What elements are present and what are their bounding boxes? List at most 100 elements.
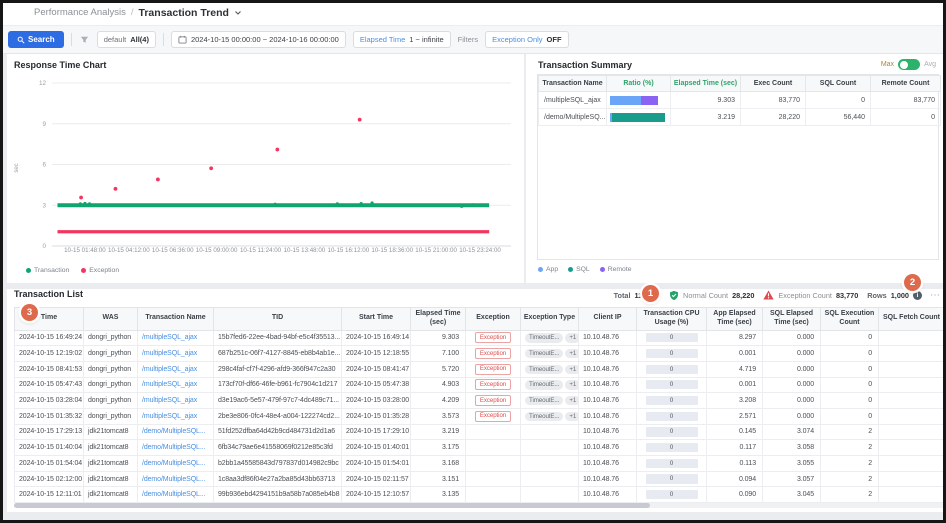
exception-only-toggle[interactable]: Exception Only OFF: [485, 31, 568, 48]
cell-elapsed: 3.175: [411, 440, 466, 456]
exception-type-pill[interactable]: TimeoutE...: [525, 333, 563, 342]
transaction-row[interactable]: 2024-10-15 01:35:32dongri_python/multipl…: [15, 408, 945, 424]
cell-time: 2024-10-15 12:19:02: [15, 346, 84, 362]
response-time-chart[interactable]: 129630sec10-15 01:48:0010-15 04:12:0010-…: [6, 68, 522, 280]
exception-type-pill[interactable]: +1: [565, 396, 578, 405]
chart-legend: Transaction Exception: [26, 267, 119, 274]
y-tick-label: 6: [42, 162, 46, 169]
x-tick-label: 10-15 06:36:00: [152, 247, 194, 254]
chevron-down-icon[interactable]: [234, 9, 242, 17]
toggle-max-label[interactable]: Max: [881, 61, 894, 68]
filter-toolbar: Search default All(4) 2024-10-15 00:00:0…: [0, 26, 946, 54]
transaction-name-link[interactable]: /multipleSQL_ajax: [142, 397, 197, 404]
cell-exception: Exception: [466, 393, 521, 409]
summary-column-header[interactable]: Remote Count: [871, 76, 941, 92]
cpu-usage-bar: 0: [646, 349, 698, 358]
exception-type-pill[interactable]: TimeoutE...: [525, 412, 563, 421]
transaction-name-link[interactable]: /demo/MultipleSQL...: [142, 444, 205, 451]
list-column-header[interactable]: Start Time: [342, 308, 411, 331]
exception-type-pill[interactable]: TimeoutE...: [525, 365, 563, 374]
summary-column-header[interactable]: Ratio (%): [607, 76, 671, 92]
breadcrumb-section[interactable]: Performance Analysis: [34, 7, 126, 18]
exception-type-pill[interactable]: +1: [565, 349, 578, 358]
exception-type-pill[interactable]: +1: [565, 333, 578, 342]
summary-panel-title: Transaction Summary: [538, 60, 632, 70]
transaction-row[interactable]: 2024-10-15 16:49:24dongri_python/multipl…: [15, 330, 945, 346]
exception-type-pill[interactable]: TimeoutE...: [525, 396, 563, 405]
legend-item-transaction[interactable]: Transaction: [26, 267, 69, 274]
transaction-name-link[interactable]: /multipleSQL_ajax: [142, 381, 197, 388]
summary-column-header[interactable]: SQL Count: [806, 76, 871, 92]
exception-type-pill[interactable]: TimeoutE...: [525, 349, 563, 358]
list-column-header[interactable]: Exception: [466, 308, 521, 331]
list-column-header[interactable]: Transaction Name: [138, 308, 214, 331]
transaction-row[interactable]: 2024-10-15 12:19:02dongri_python/multipl…: [15, 346, 945, 362]
transaction-row[interactable]: 2024-10-15 02:12:00jdk21tomcat8/demo/Mul…: [15, 471, 945, 487]
filters-button[interactable]: Filters: [458, 35, 478, 44]
summary-cell-exec: 28,220: [741, 109, 806, 126]
cell-cpu: 0: [637, 330, 707, 346]
transaction-name-link[interactable]: /multipleSQL_ajax: [142, 334, 197, 341]
transaction-row[interactable]: 2024-10-15 01:54:04jdk21tomcat8/demo/Mul…: [15, 456, 945, 472]
cell-name: /demo/MultipleSQL...: [138, 424, 214, 440]
max-avg-toggle[interactable]: Max Avg: [881, 59, 936, 70]
cell-time: 2024-10-15 01:35:32: [15, 408, 84, 424]
search-button[interactable]: Search: [8, 31, 64, 48]
list-column-header[interactable]: SQL Execution Count: [821, 308, 879, 331]
list-column-header[interactable]: Elapsed Time (sec): [411, 308, 466, 331]
exception-type-pill[interactable]: +1: [565, 380, 578, 389]
list-column-header[interactable]: TID: [214, 308, 342, 331]
exception-type-pill[interactable]: TimeoutE...: [525, 380, 563, 389]
date-range-picker[interactable]: 2024-10-15 00:00:00 ~ 2024-10-16 00:00:0…: [171, 31, 346, 48]
page-title[interactable]: Transaction Trend: [139, 7, 229, 19]
data-point: [460, 205, 463, 208]
cell-sql_exec: 0: [821, 377, 879, 393]
transaction-name-link[interactable]: /demo/MultipleSQL...: [142, 476, 205, 483]
transaction-row[interactable]: 2024-10-15 05:47:43dongri_python/multipl…: [15, 377, 945, 393]
transaction-name-link[interactable]: /multipleSQL_ajax: [142, 366, 197, 373]
transaction-name-link[interactable]: /multipleSQL_ajax: [142, 350, 197, 357]
list-column-header[interactable]: SQL Elapsed Time (sec): [763, 308, 821, 331]
toggle-switch[interactable]: [898, 59, 920, 70]
list-column-header[interactable]: Transaction CPU Usage (%): [637, 308, 707, 331]
transaction-name-link[interactable]: /demo/MultipleSQL...: [142, 491, 205, 498]
list-column-header[interactable]: WAS: [84, 308, 138, 331]
exception-type-pill[interactable]: +1: [565, 365, 578, 374]
ratio-bar: [610, 113, 667, 122]
elapsed-time-filter[interactable]: Elapsed Time 1 ~ infinite: [353, 31, 451, 48]
summary-column-header[interactable]: Elapsed Time (sec): [671, 76, 741, 92]
profile-selector[interactable]: default All(4): [97, 31, 156, 48]
cell-exc_types: TimeoutE...+1: [521, 346, 579, 362]
transaction-name-link[interactable]: /demo/MultipleSQL...: [142, 428, 205, 435]
transaction-row[interactable]: 2024-10-15 17:29:13jdk21tomcat8/demo/Mul…: [15, 424, 945, 440]
transaction-name-link[interactable]: /demo/MultipleSQL...: [142, 460, 205, 467]
cell-sql_elapsed: 3.057: [763, 471, 821, 487]
cell-ip: 10.10.48.76: [579, 330, 637, 346]
transaction-row[interactable]: 2024-10-15 12:11:01jdk21tomcat8/demo/Mul…: [15, 487, 945, 503]
cell-sql_fetch: [879, 471, 945, 487]
cell-exception: Exception: [466, 408, 521, 424]
summary-row[interactable]: /demo/MultipleSQ...3.21928,22056,4400: [539, 109, 941, 126]
transaction-row[interactable]: 2024-10-15 01:40:04jdk21tomcat8/demo/Mul…: [15, 440, 945, 456]
transaction-row[interactable]: 2024-10-15 08:41:53dongri_python/multipl…: [15, 361, 945, 377]
cell-elapsed: 7.100: [411, 346, 466, 362]
exception-badge: Exception: [475, 395, 511, 406]
list-column-header[interactable]: Exception Type: [521, 308, 579, 331]
summary-row[interactable]: /multipleSQL_ajax9.30383,770083,770: [539, 92, 941, 109]
more-menu-icon[interactable]: ⋯: [930, 290, 941, 301]
list-column-header[interactable]: Client IP: [579, 308, 637, 331]
toggle-avg-label[interactable]: Avg: [924, 61, 936, 68]
transaction-row[interactable]: 2024-10-15 03:28:04dongri_python/multipl…: [15, 393, 945, 409]
summary-column-header[interactable]: Transaction Name: [539, 76, 607, 92]
list-column-header[interactable]: SQL Fetch Count: [879, 308, 945, 331]
list-column-header[interactable]: App Elapsed Time (sec): [707, 308, 763, 331]
legend-label: Remote: [608, 266, 632, 273]
info-icon[interactable]: i: [913, 291, 922, 300]
exception-type-pill[interactable]: +1: [565, 412, 578, 421]
scrollbar-thumb[interactable]: [14, 503, 650, 508]
legend-item-exception[interactable]: Exception: [81, 267, 119, 274]
transaction-name-link[interactable]: /multipleSQL_ajax: [142, 413, 197, 420]
filter-funnel-icon[interactable]: [79, 34, 90, 45]
horizontal-scrollbar[interactable]: [14, 503, 944, 508]
summary-column-header[interactable]: Exec Count: [741, 76, 806, 92]
